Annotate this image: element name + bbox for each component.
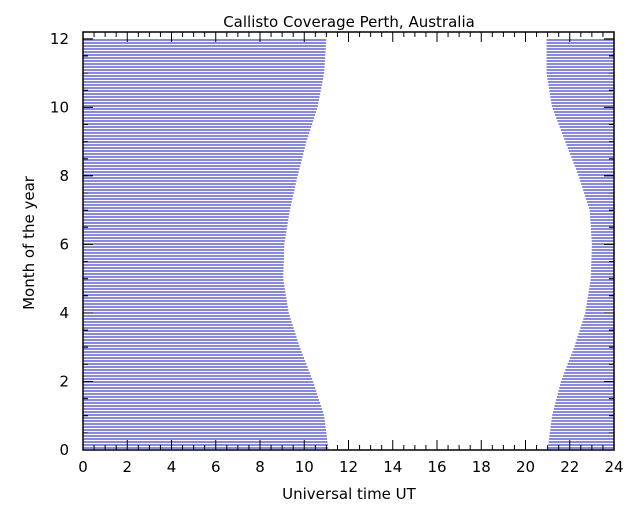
y-tick-label: 4 bbox=[59, 304, 69, 322]
x-tick-label: 12 bbox=[339, 458, 358, 476]
y-tick-label: 6 bbox=[59, 235, 69, 253]
x-tick-label: 22 bbox=[560, 458, 579, 476]
chart-title: Callisto Coverage Perth, Australia bbox=[223, 13, 475, 31]
hatch-layer bbox=[83, 39, 614, 449]
x-axis-title: Universal time UT bbox=[282, 485, 417, 503]
axes-layer bbox=[82, 31, 615, 451]
x-tick-label: 2 bbox=[122, 458, 132, 476]
y-axis-title: Month of the year bbox=[20, 175, 38, 310]
y-tick-label: 10 bbox=[50, 98, 69, 116]
y-tick-label: 12 bbox=[50, 30, 69, 48]
coverage-region-evening bbox=[546, 39, 614, 449]
coverage-region-morning bbox=[83, 39, 329, 449]
x-tick-label: 14 bbox=[383, 458, 402, 476]
x-tick-label: 10 bbox=[295, 458, 314, 476]
x-tick-label: 24 bbox=[604, 458, 623, 476]
y-tick-label: 8 bbox=[59, 167, 69, 185]
x-tick-label: 8 bbox=[255, 458, 265, 476]
x-tick-label: 6 bbox=[211, 458, 221, 476]
x-tick-label: 18 bbox=[472, 458, 491, 476]
x-tick-label: 0 bbox=[78, 458, 88, 476]
x-tick-label: 16 bbox=[427, 458, 446, 476]
y-tick-label: 2 bbox=[59, 372, 69, 390]
x-tick-label: 4 bbox=[167, 458, 177, 476]
y-tick-label: 0 bbox=[59, 441, 69, 459]
x-tick-label: 20 bbox=[516, 458, 535, 476]
